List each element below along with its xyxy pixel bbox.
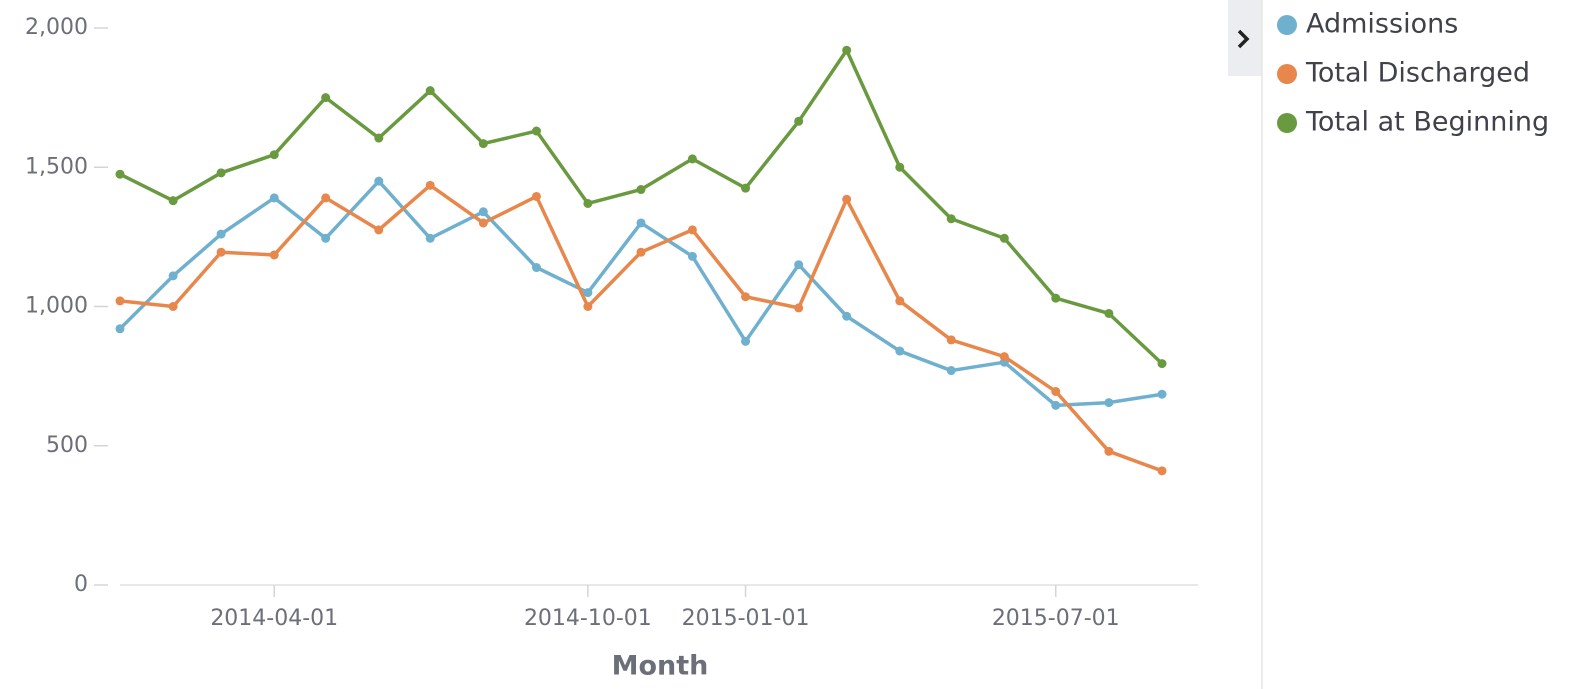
- data-point: [321, 93, 331, 103]
- data-point: [636, 247, 646, 257]
- data-point: [269, 193, 279, 203]
- data-point: [583, 302, 593, 311]
- data-point: [269, 150, 279, 160]
- data-point: [374, 133, 384, 143]
- y-tick-label: 1,500: [25, 154, 88, 179]
- data-point: [216, 247, 226, 257]
- data-point: [636, 218, 646, 228]
- data-point: [687, 251, 697, 261]
- data-point: [842, 194, 852, 204]
- data-point: [687, 225, 697, 235]
- data-point: [999, 352, 1009, 362]
- data-point: [115, 324, 125, 334]
- data-point: [321, 193, 331, 203]
- toggle-icon: [1237, 29, 1250, 49]
- data-point: [1157, 466, 1167, 476]
- data-point: [168, 196, 178, 206]
- y-tick-label: 2,000: [25, 15, 88, 40]
- x-tick-label: 2014-10-01: [524, 606, 652, 631]
- legend-swatch: [1277, 15, 1297, 35]
- legend-swatch: [1277, 64, 1297, 84]
- data-point: [168, 302, 178, 311]
- data-point: [1051, 386, 1061, 396]
- x-tick-label: 2015-07-01: [992, 606, 1120, 631]
- data-point: [531, 126, 541, 136]
- legend-label: Admissions: [1306, 9, 1458, 40]
- data-point: [1104, 308, 1114, 318]
- data-point: [687, 154, 697, 164]
- y-tick-label: 0: [74, 572, 88, 597]
- data-point: [374, 176, 384, 186]
- data-point: [583, 288, 593, 298]
- data-point: [946, 366, 956, 376]
- data-point: [1051, 400, 1061, 410]
- data-point: [583, 198, 593, 208]
- data-point: [321, 233, 331, 243]
- legend-label: Total Discharged: [1305, 58, 1530, 89]
- data-point: [999, 233, 1009, 243]
- data-point: [115, 169, 125, 179]
- data-point: [425, 233, 435, 243]
- data-point: [374, 225, 384, 235]
- data-point: [741, 183, 751, 193]
- data-point: [216, 168, 226, 178]
- data-point: [1104, 446, 1114, 456]
- data-point: [1104, 398, 1114, 408]
- data-point: [115, 296, 125, 306]
- y-tick-label: 500: [46, 433, 88, 458]
- series-line: [118, 179, 1163, 408]
- data-point: [478, 218, 488, 228]
- data-point: [794, 116, 804, 126]
- data-point: [794, 303, 804, 313]
- x-axis-title: Month: [612, 651, 709, 682]
- data-point: [895, 346, 905, 356]
- data-point: [741, 336, 751, 346]
- series-line: [119, 183, 1163, 473]
- data-point: [425, 86, 435, 96]
- data-point: [895, 162, 905, 172]
- data-point: [636, 185, 646, 195]
- data-point: [842, 45, 852, 55]
- series-line: [119, 48, 1164, 365]
- data-point: [946, 335, 956, 345]
- data-point: [1157, 359, 1167, 369]
- data-point: [895, 296, 905, 306]
- data-point: [794, 260, 804, 270]
- data-point: [842, 311, 852, 321]
- x-tick-label: 2014-04-01: [210, 606, 338, 631]
- data-point: [531, 191, 541, 201]
- legend-label: Total at Beginning: [1305, 107, 1549, 138]
- data-point: [946, 214, 956, 224]
- data-point: [531, 263, 541, 273]
- data-point: [478, 207, 488, 217]
- data-point: [741, 292, 751, 302]
- data-point: [168, 271, 178, 281]
- data-point: [1051, 293, 1061, 303]
- data-point: [269, 250, 279, 260]
- data-point: [425, 180, 435, 190]
- legend-swatch: [1277, 113, 1297, 133]
- y-tick-label: 1,000: [25, 294, 88, 319]
- data-point: [1157, 389, 1167, 399]
- x-tick-label: 2015-01-01: [682, 606, 810, 631]
- data-point: [478, 139, 488, 149]
- data-point: [216, 229, 226, 239]
